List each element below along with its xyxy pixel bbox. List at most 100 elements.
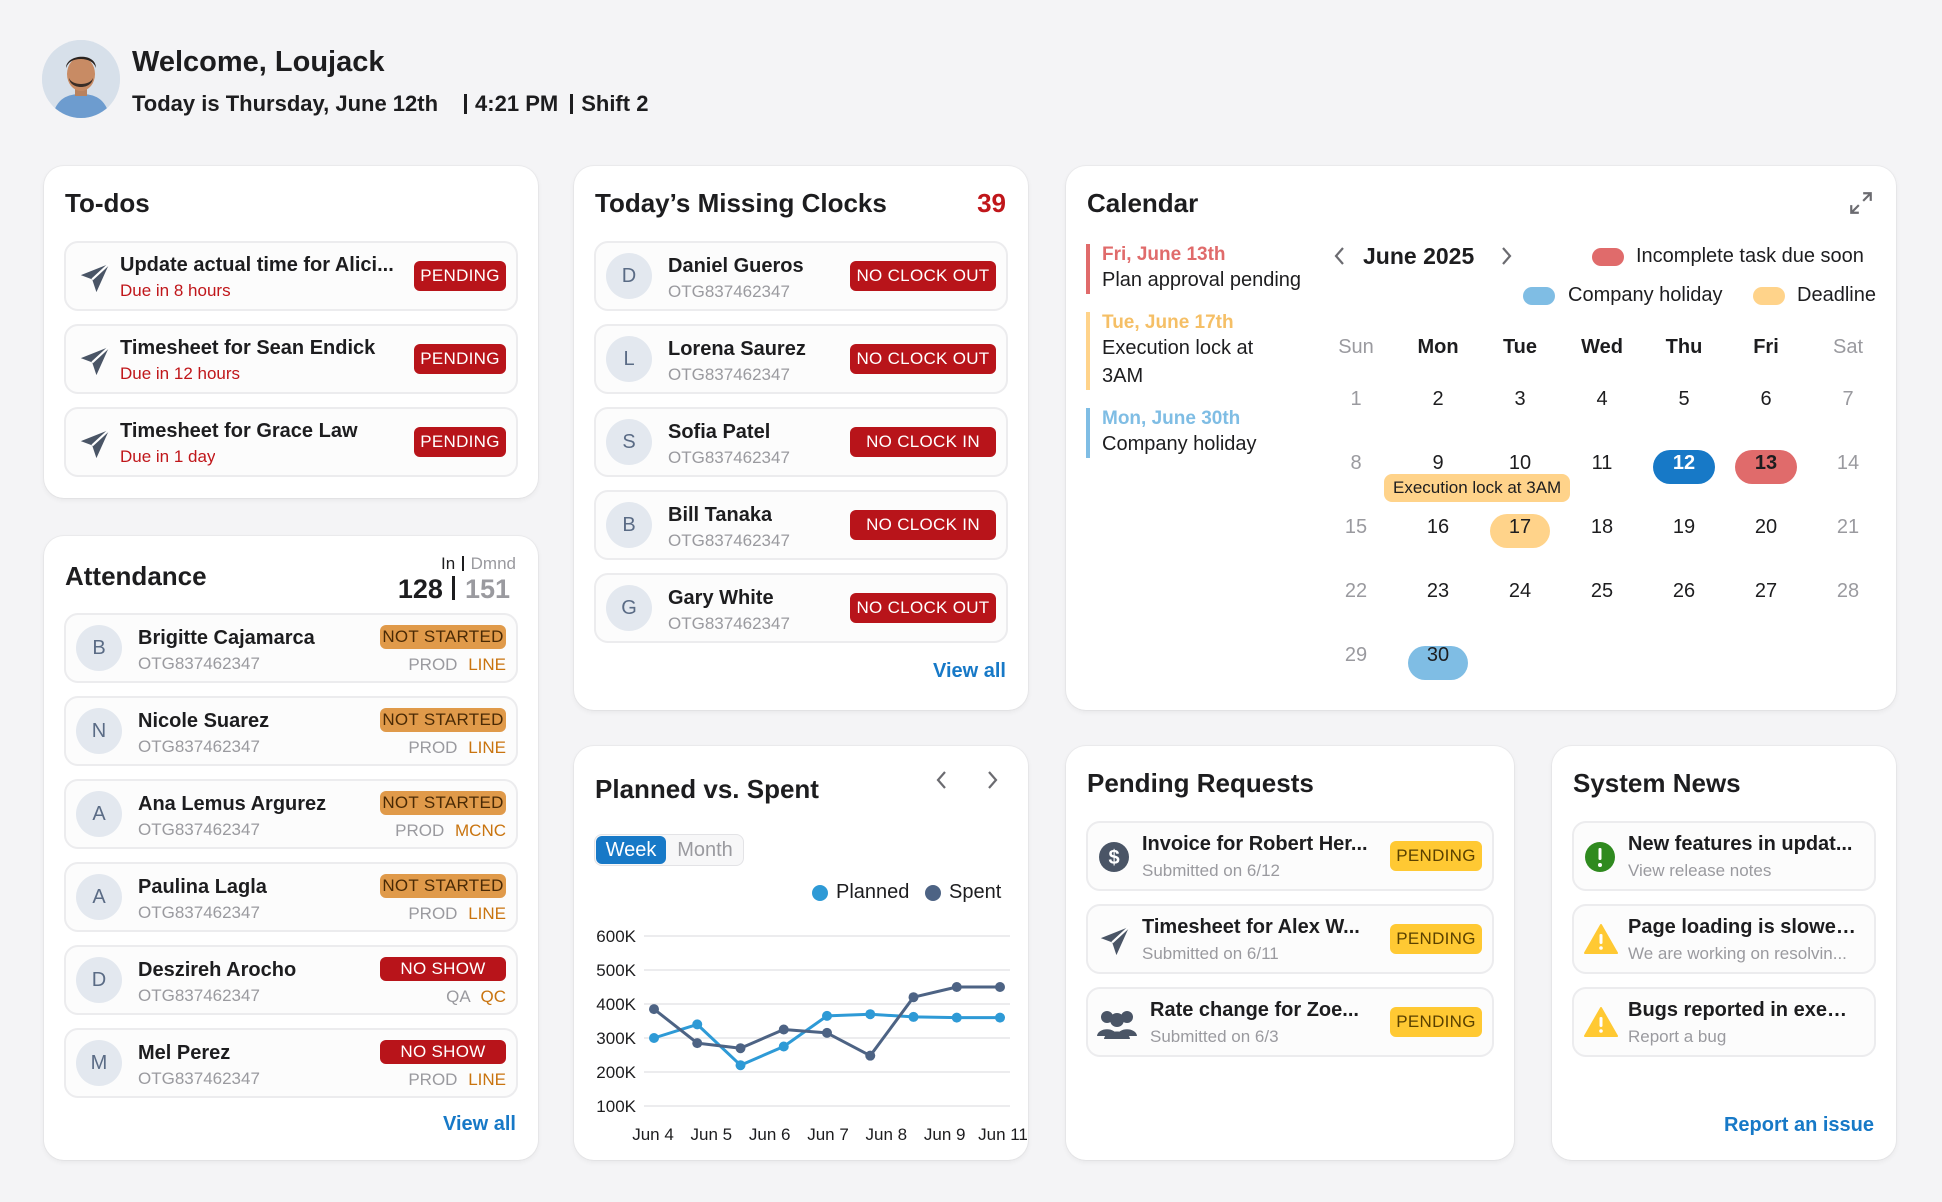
user-avatar[interactable] bbox=[42, 40, 120, 118]
calendar-day[interactable]: 25 bbox=[1590, 580, 1614, 602]
attendance-labels: In Dmnd bbox=[441, 554, 516, 574]
view-all-link[interactable]: View all bbox=[442, 1113, 516, 1135]
pending-request-row[interactable]: $ Invoice for Robert Her... Submitted on… bbox=[1086, 821, 1494, 891]
data-point-planned[interactable] bbox=[995, 1012, 1005, 1023]
data-point-planned[interactable] bbox=[778, 1041, 789, 1052]
calendar-day[interactable]: 9 bbox=[1432, 452, 1444, 474]
calendar-day[interactable]: 23 bbox=[1426, 580, 1450, 602]
data-point-spent[interactable] bbox=[822, 1027, 832, 1038]
employee-name: Paulina Lagla bbox=[138, 876, 267, 898]
calendar-day[interactable]: 4 bbox=[1596, 388, 1608, 410]
data-point-planned[interactable] bbox=[865, 1009, 876, 1020]
data-point-spent[interactable] bbox=[995, 982, 1005, 992]
data-point-planned[interactable] bbox=[692, 1019, 703, 1030]
calendar-day[interactable]: 20 bbox=[1754, 516, 1778, 538]
news-item[interactable]: Bugs reported in execu... Report a bug bbox=[1572, 987, 1876, 1057]
calendar-day[interactable]: 19 bbox=[1672, 516, 1696, 538]
calendar-day[interactable]: 5 bbox=[1678, 388, 1690, 410]
calendar-day[interactable]: 17 bbox=[1508, 516, 1532, 538]
calendar-day[interactable]: 12 bbox=[1672, 452, 1696, 474]
attendance-row[interactable]: A Ana Lemus Argurez OTG837462347 NOT STA… bbox=[64, 779, 518, 849]
x-tick-label: Jun 6 bbox=[749, 1125, 791, 1144]
calendar-day[interactable]: 21 bbox=[1836, 516, 1860, 538]
event-item[interactable]: Tue, June 17th Execution lock at 3AM bbox=[1086, 312, 1296, 390]
missing-clock-row[interactable]: S Sofia Patel OTG837462347 NO CLOCK IN bbox=[594, 407, 1008, 477]
view-all-link[interactable]: View all bbox=[932, 660, 1006, 682]
planned-spent-card: Planned vs. Spent Week Month Planned Spe… bbox=[574, 746, 1028, 1160]
area: QC bbox=[480, 987, 507, 1006]
calendar-day[interactable]: 3 bbox=[1514, 388, 1526, 410]
request-sub: Submitted on 6/12 bbox=[1142, 861, 1280, 880]
todo-due: Due in 8 hours bbox=[120, 281, 231, 300]
attendance-row[interactable]: B Brigitte Cajamarca OTG837462347 NOT ST… bbox=[64, 613, 518, 683]
missing-clock-row[interactable]: G Gary White OTG837462347 NO CLOCK OUT bbox=[594, 573, 1008, 643]
calendar-day[interactable]: 1 bbox=[1350, 388, 1362, 410]
y-tick-label: 500K bbox=[596, 961, 636, 980]
chevron-right-icon[interactable] bbox=[982, 768, 1002, 792]
todo-item[interactable]: Update actual time for Alici... Due in 8… bbox=[64, 241, 518, 311]
tab-month[interactable]: Month bbox=[677, 839, 733, 861]
chevron-left-icon[interactable] bbox=[932, 768, 952, 792]
event-item[interactable]: Fri, June 13th Plan approval pending bbox=[1086, 244, 1301, 294]
avatar: S bbox=[606, 419, 652, 465]
calendar-day[interactable]: 24 bbox=[1508, 580, 1532, 602]
data-point-planned[interactable] bbox=[951, 1012, 962, 1023]
calendar-day[interactable]: 26 bbox=[1672, 580, 1696, 602]
data-point-spent[interactable] bbox=[692, 1038, 703, 1049]
data-point-planned[interactable] bbox=[908, 1011, 919, 1022]
data-point-spent[interactable] bbox=[951, 982, 962, 992]
chevron-left-icon[interactable] bbox=[1330, 244, 1350, 268]
data-point-spent[interactable] bbox=[735, 1043, 746, 1054]
data-point-spent[interactable] bbox=[778, 1024, 789, 1035]
data-point-spent[interactable] bbox=[649, 1004, 659, 1015]
calendar-day[interactable]: 30 bbox=[1426, 644, 1450, 666]
missing-clock-row[interactable]: D Daniel Gueros OTG837462347 NO CLOCK OU… bbox=[594, 241, 1008, 311]
todo-item[interactable]: Timesheet for Sean Endick Due in 12 hour… bbox=[64, 324, 518, 394]
calendar-day[interactable]: 27 bbox=[1754, 580, 1778, 602]
attendance-row[interactable]: A Paulina Lagla OTG837462347 NOT STARTED… bbox=[64, 862, 518, 932]
calendar-day[interactable]: 18 bbox=[1590, 516, 1614, 538]
area: LINE bbox=[468, 1070, 506, 1089]
missing-clock-row[interactable]: B Bill Tanaka OTG837462347 NO CLOCK IN bbox=[594, 490, 1008, 560]
todo-due: Due in 1 day bbox=[120, 447, 216, 466]
calendar-day[interactable]: 16 bbox=[1426, 516, 1450, 538]
employee-name: Lorena Saurez bbox=[668, 338, 806, 360]
news-item[interactable]: New features in updat... View release no… bbox=[1572, 821, 1876, 891]
report-issue-link[interactable]: Report an issue bbox=[1723, 1114, 1874, 1136]
attendance-row[interactable]: N Nicole Suarez OTG837462347 NOT STARTED… bbox=[64, 696, 518, 766]
attendance-row[interactable]: D Deszireh Arocho OTG837462347 NO SHOW Q… bbox=[64, 945, 518, 1015]
calendar-day[interactable]: 2 bbox=[1432, 388, 1444, 410]
legend-spent: Spent bbox=[925, 881, 1001, 904]
calendar-day[interactable]: 22 bbox=[1344, 580, 1368, 602]
calendar-day[interactable]: 7 bbox=[1842, 388, 1854, 410]
expand-icon[interactable] bbox=[1848, 190, 1874, 216]
calendar-day[interactable]: 15 bbox=[1344, 516, 1368, 538]
calendar-day[interactable]: 28 bbox=[1836, 580, 1860, 602]
attendance-row[interactable]: M Mel Perez OTG837462347 NO SHOW PROD LI… bbox=[64, 1028, 518, 1098]
pending-request-row[interactable]: Timesheet for Alex W... Submitted on 6/1… bbox=[1086, 904, 1494, 974]
employee-name: Ana Lemus Argurez bbox=[138, 793, 327, 815]
calendar-day[interactable]: 14 bbox=[1836, 452, 1860, 474]
news-item[interactable]: Page loading is slower... We are working… bbox=[1572, 904, 1876, 974]
event-item[interactable]: Mon, June 30th Company holiday bbox=[1086, 408, 1257, 458]
calendar-day[interactable]: 29 bbox=[1344, 644, 1368, 666]
calendar-day[interactable]: 13 bbox=[1754, 452, 1778, 474]
data-point-planned[interactable] bbox=[649, 1033, 659, 1043]
calendar-day[interactable]: 6 bbox=[1760, 388, 1772, 410]
data-point-spent[interactable] bbox=[908, 992, 919, 1003]
employee-name: Gary White bbox=[668, 587, 774, 609]
data-point-spent[interactable] bbox=[865, 1050, 876, 1061]
send-icon bbox=[80, 346, 110, 376]
chevron-right-icon[interactable] bbox=[1496, 244, 1516, 268]
todo-item[interactable]: Timesheet for Grace Law Due in 1 day PEN… bbox=[64, 407, 518, 477]
missing-clock-row[interactable]: L Lorena Saurez OTG837462347 NO CLOCK OU… bbox=[594, 324, 1008, 394]
calendar-day[interactable]: 11 bbox=[1591, 452, 1613, 474]
calendar-day[interactable]: 10 bbox=[1508, 452, 1532, 474]
calendar-day[interactable]: 8 bbox=[1350, 452, 1362, 474]
data-point-planned[interactable] bbox=[822, 1010, 832, 1021]
legend-swatch-deadline bbox=[1753, 287, 1785, 305]
tab-week[interactable]: Week bbox=[596, 836, 666, 864]
missing-count: 39 bbox=[977, 188, 1006, 218]
pending-request-row[interactable]: Rate change for Zoe... Submitted on 6/3 … bbox=[1086, 987, 1494, 1057]
data-point-planned[interactable] bbox=[735, 1060, 746, 1071]
